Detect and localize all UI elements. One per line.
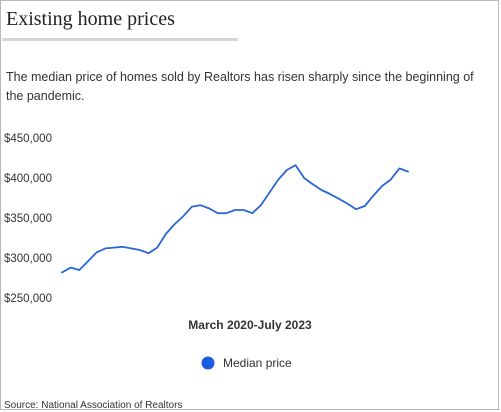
data-point [329, 193, 331, 195]
data-point [104, 247, 106, 249]
data-point [269, 191, 271, 193]
data-point [191, 206, 193, 208]
series-points [61, 164, 409, 273]
data-point [295, 164, 297, 166]
y-tick-label: $400,000 [4, 173, 52, 185]
data-point [243, 209, 245, 211]
legend-marker-median-price [201, 356, 215, 370]
data-point [390, 179, 392, 181]
data-point [208, 207, 210, 209]
data-point [312, 183, 314, 185]
data-point [70, 267, 72, 269]
data-point [61, 271, 63, 273]
data-point [364, 205, 366, 207]
data-point [156, 247, 158, 249]
data-point [398, 167, 400, 169]
data-point [165, 233, 167, 235]
data-point [225, 212, 227, 214]
data-point [338, 198, 340, 200]
data-point [251, 212, 253, 214]
data-point [96, 251, 98, 253]
x-axis-label: March 2020-July 2023 [188, 318, 312, 332]
y-tick-label: $350,000 [4, 213, 52, 225]
data-point [148, 252, 150, 254]
legend-label-median-price: Median price [223, 356, 292, 370]
data-point [372, 195, 374, 197]
data-point [303, 177, 305, 179]
data-point [381, 185, 383, 187]
y-axis-ticks: $250,000 $300,000 $350,000 $400,000 $450,000 [4, 133, 52, 305]
data-point [217, 212, 219, 214]
y-tick-label: $300,000 [4, 253, 52, 265]
source-note: Source: National Association of Realtors [4, 400, 183, 411]
data-point [130, 247, 132, 249]
data-point [321, 189, 323, 191]
data-point [407, 171, 409, 173]
data-point [199, 204, 201, 206]
y-tick-label: $450,000 [4, 133, 52, 145]
series-line-median-price [61, 164, 409, 274]
data-point [173, 223, 175, 225]
data-point [277, 179, 279, 181]
data-point [260, 204, 262, 206]
data-point [78, 269, 80, 271]
data-point [113, 247, 115, 249]
chart-subtitle: The median price of homes sold by Realto… [6, 70, 474, 103]
data-point [346, 203, 348, 205]
title-divider [2, 38, 238, 41]
data-point [286, 169, 288, 171]
y-tick-label: $250,000 [4, 293, 52, 305]
data-point [122, 246, 124, 248]
data-point [139, 249, 141, 251]
data-point [87, 260, 89, 262]
data-point [355, 208, 357, 210]
legend: Median price [201, 356, 292, 370]
data-point [234, 209, 236, 211]
data-point [182, 215, 184, 217]
chart-title: Existing home prices [6, 8, 175, 30]
